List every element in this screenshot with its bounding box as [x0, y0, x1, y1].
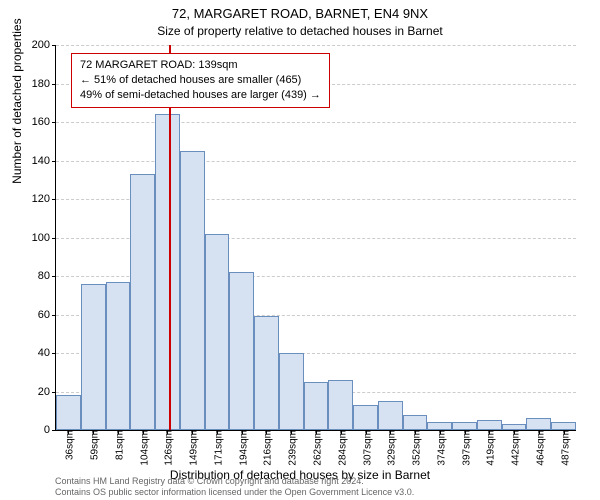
xtick-label: 464sqm: [531, 430, 546, 466]
xtick-label: 36sqm: [61, 430, 76, 460]
bar: [180, 151, 205, 430]
attribution: Contains HM Land Registry data © Crown c…: [55, 476, 414, 498]
bar: [106, 282, 131, 430]
xtick-label: 352sqm: [408, 430, 423, 466]
bar: [477, 420, 502, 430]
chart-container: 72, MARGARET ROAD, BARNET, EN4 9NX Size …: [0, 0, 600, 500]
ytick-label: 200: [32, 39, 56, 51]
xtick-label: 329sqm: [383, 430, 398, 466]
annotation-line-1: 72 MARGARET ROAD: 139sqm: [80, 58, 321, 73]
annotation-line-3: 49% of semi-detached houses are larger (…: [80, 88, 321, 103]
ytick-label: 80: [38, 270, 56, 282]
bar: [81, 284, 106, 430]
bar: [353, 405, 378, 430]
ytick-label: 140: [32, 155, 56, 167]
ytick-label: 60: [38, 309, 56, 321]
ytick-label: 100: [32, 232, 56, 244]
xtick-label: 284sqm: [333, 430, 348, 466]
y-axis-label: Number of detached properties: [10, 18, 24, 183]
xtick-label: 262sqm: [309, 430, 324, 466]
ytick-label: 120: [32, 193, 56, 205]
annotation-box: 72 MARGARET ROAD: 139sqm ← 51% of detach…: [71, 53, 330, 108]
bar: [205, 234, 230, 430]
bar: [328, 380, 353, 430]
chart-title: 72, MARGARET ROAD, BARNET, EN4 9NX: [0, 6, 600, 21]
xtick-label: 442sqm: [507, 430, 522, 466]
plot-area: 02040608010012014016018020036sqm59sqm81s…: [55, 45, 576, 431]
xtick-label: 81sqm: [110, 430, 125, 460]
chart-subtitle: Size of property relative to detached ho…: [0, 24, 600, 38]
bar: [254, 316, 279, 430]
annotation-line-2: ← 51% of detached houses are smaller (46…: [80, 73, 321, 88]
bar: [403, 415, 428, 430]
xtick-label: 374sqm: [432, 430, 447, 466]
xtick-label: 487sqm: [556, 430, 571, 466]
attribution-line-2: Contains OS public sector information li…: [55, 487, 414, 498]
xtick-label: 307sqm: [358, 430, 373, 466]
xtick-label: 194sqm: [234, 430, 249, 466]
bar: [130, 174, 155, 430]
bar: [279, 353, 304, 430]
bar: [229, 272, 254, 430]
ytick-label: 20: [38, 386, 56, 398]
xtick-label: 239sqm: [284, 430, 299, 466]
ytick-label: 160: [32, 116, 56, 128]
ytick-label: 0: [44, 424, 56, 436]
ytick-label: 180: [32, 78, 56, 90]
xtick-label: 59sqm: [86, 430, 101, 460]
xtick-label: 397sqm: [457, 430, 472, 466]
ytick-label: 40: [38, 347, 56, 359]
bar: [551, 422, 576, 430]
gridline: [56, 122, 576, 123]
gridline: [56, 45, 576, 46]
bar: [427, 422, 452, 430]
bar: [56, 395, 81, 430]
xtick-label: 171sqm: [209, 430, 224, 466]
bar: [378, 401, 403, 430]
xtick-label: 149sqm: [185, 430, 200, 466]
gridline: [56, 161, 576, 162]
xtick-label: 419sqm: [482, 430, 497, 466]
xtick-label: 126sqm: [160, 430, 175, 466]
xtick-label: 104sqm: [135, 430, 150, 466]
bar: [304, 382, 329, 430]
bar: [526, 418, 551, 430]
bar: [452, 422, 477, 430]
attribution-line-1: Contains HM Land Registry data © Crown c…: [55, 476, 414, 487]
bar: [155, 114, 180, 430]
xtick-label: 216sqm: [259, 430, 274, 466]
